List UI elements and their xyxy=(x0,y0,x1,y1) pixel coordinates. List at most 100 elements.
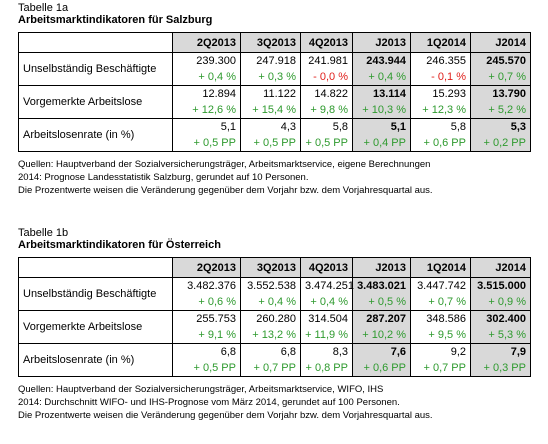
change-row: + 0,5 PP + 0,7 PP + 0,8 PP + 0,6 PP + 0,7 PP… xyxy=(19,360,531,377)
change-cell: + 0,4 % xyxy=(352,69,411,86)
value-cell: 4,3 xyxy=(240,118,301,135)
note-line: Quellen: Hauptverband der Sozialversiche… xyxy=(18,159,431,170)
column-header: J2013 xyxy=(352,257,411,278)
value-cell: 5,1 xyxy=(172,118,241,135)
note-line: 2014: Durchschnitt WIFO- und IHS-Prognos… xyxy=(18,397,400,408)
change-cell: + 0,7 PP xyxy=(240,360,301,377)
value-cell: 3.483.021 xyxy=(352,277,411,294)
column-header: 4Q2013 xyxy=(300,257,353,278)
column-header: 4Q2013 xyxy=(300,32,353,53)
change-cell: + 0,5 PP xyxy=(172,360,241,377)
change-cell: + 12,3 % xyxy=(410,102,471,119)
value-cell: 12.894 xyxy=(172,85,241,102)
value-cell: 3.447.742 xyxy=(410,277,471,294)
table-title: Arbeitsmarktindikatoren für Salzburg xyxy=(18,14,213,26)
column-header: 1Q2014 xyxy=(410,32,471,53)
change-cell: + 0,5 PP xyxy=(172,135,241,152)
value-cell: 302.400 xyxy=(470,310,531,327)
value-cell: 243.944 xyxy=(352,52,411,69)
notes: Quellen: Hauptverband der Sozialversiche… xyxy=(18,383,530,422)
change-cell: + 5,3 % xyxy=(470,327,531,344)
change-row: + 12,6 % + 15,4 % + 9,8 % + 10,3 % + 12,3 % +… xyxy=(19,102,531,119)
data-table: 2Q2013 3Q2013 4Q2013 J2013 1Q2014 J2014 Unselb… xyxy=(18,257,531,377)
change-cell: + 15,4 % xyxy=(240,102,301,119)
change-cell: + 0,5 PP xyxy=(240,135,301,152)
value-cell: 5,8 xyxy=(300,118,353,135)
notes: Quellen: Hauptverband der Sozialversiche… xyxy=(18,158,530,197)
value-cell: 8,3 xyxy=(300,343,353,360)
change-cell: + 0,6 PP xyxy=(352,360,411,377)
change-cell: + 0,4 % xyxy=(240,294,301,311)
value-cell: 260.280 xyxy=(240,310,301,327)
column-header: 2Q2013 xyxy=(172,257,241,278)
value-cell: 7,9 xyxy=(470,343,531,360)
value-cell: 246.355 xyxy=(410,52,471,69)
value-cell: 14.822 xyxy=(300,85,353,102)
change-cell: + 0,3 PP xyxy=(470,360,531,377)
value-cell: 3.474.251 xyxy=(300,277,354,294)
table-block: Tabelle 1a Arbeitsmarktindikatoren für Sa… xyxy=(18,2,531,197)
change-cell: + 9,8 % xyxy=(300,102,353,119)
note-line: Die Prozentwerte weisen die Veränderung … xyxy=(18,185,433,196)
value-cell: 15.293 xyxy=(410,85,471,102)
data-table: 2Q2013 3Q2013 4Q2013 J2013 1Q2014 J2014 Unselb… xyxy=(18,32,531,152)
row-label: Vorgemerkte Arbeitslose xyxy=(18,310,173,344)
row-label: Arbeitslosenrate (in %) xyxy=(18,343,173,377)
value-cell: 348.586 xyxy=(410,310,471,327)
table-block: Tabelle 1b Arbeitsmarktindikatoren für Ös… xyxy=(18,227,531,422)
column-header: 3Q2013 xyxy=(240,257,301,278)
value-cell: 5,3 xyxy=(470,118,531,135)
change-cell: + 10,2 % xyxy=(352,327,411,344)
change-cell: + 0,7 % xyxy=(470,69,531,86)
table-label: Tabelle 1b xyxy=(18,227,69,239)
change-cell: + 0,8 PP xyxy=(300,360,353,377)
change-cell: - 0,1 % xyxy=(410,69,471,86)
change-cell: + 11,9 % xyxy=(300,327,353,344)
table-title: Arbeitsmarktindikatoren für Österreich xyxy=(18,239,221,251)
value-cell: 245.570 xyxy=(470,52,531,69)
value-cell: 6,8 xyxy=(172,343,241,360)
value-cell: 13.114 xyxy=(352,85,411,102)
header-row: 2Q2013 3Q2013 4Q2013 J2013 1Q2014 J2014 xyxy=(18,257,531,278)
header-row: 2Q2013 3Q2013 4Q2013 J2013 1Q2014 J2014 xyxy=(18,32,531,53)
change-cell: + 0,4 % xyxy=(172,69,241,86)
value-cell: 9,2 xyxy=(410,343,471,360)
value-cell: 3.482.376 xyxy=(172,277,241,294)
note-line: Die Prozentwerte weisen die Veränderung … xyxy=(18,410,433,421)
change-cell: + 0,7 % xyxy=(410,294,471,311)
value-cell: 7,6 xyxy=(352,343,411,360)
change-row: + 0,4 % + 0,3 % - 0,0 % + 0,4 % - 0,1 % + 0,7… xyxy=(19,69,531,86)
column-header: J2013 xyxy=(352,32,411,53)
change-cell: + 0,4 % xyxy=(300,294,353,311)
value-cell: 3.552.538 xyxy=(240,277,301,294)
column-header: 2Q2013 xyxy=(172,32,241,53)
row-label: Unselbständig Beschäftigte xyxy=(18,277,173,311)
column-header: J2014 xyxy=(470,32,531,53)
value-cell: 255.753 xyxy=(172,310,241,327)
value-row: Arbeitslosenrate (in %) 5,1 4,3 5,8 5,1 5,8 5,… xyxy=(18,118,531,152)
value-cell: 13.790 xyxy=(470,85,531,102)
column-header: J2014 xyxy=(470,257,531,278)
value-cell: 287.207 xyxy=(352,310,411,327)
change-cell: + 0,3 % xyxy=(240,69,301,86)
change-cell: + 0,4 PP xyxy=(352,135,411,152)
row-label: Unselbständig Beschäftigte xyxy=(18,52,173,86)
change-cell: + 10,3 % xyxy=(352,102,411,119)
note-line: Quellen: Hauptverband der Sozialversiche… xyxy=(18,384,384,395)
header-cell xyxy=(18,257,173,278)
change-cell: + 5,2 % xyxy=(470,102,531,119)
row-label: Vorgemerkte Arbeitslose xyxy=(18,85,173,119)
change-cell: + 0,2 PP xyxy=(470,135,531,152)
value-cell: 5,1 xyxy=(352,118,411,135)
change-cell: + 9,5 % xyxy=(410,327,471,344)
value-cell: 314.504 xyxy=(300,310,353,327)
note-line: 2014: Prognose Landesstatistik Salzburg,… xyxy=(18,172,309,183)
value-row: Unselbständig Beschäftigte 239.300 247.918… xyxy=(18,52,531,86)
change-cell: + 0,7 PP xyxy=(410,360,471,377)
value-cell: 3.515.000 xyxy=(470,277,531,294)
value-cell: 11.122 xyxy=(240,85,301,102)
value-row: Arbeitslosenrate (in %) 6,8 6,8 8,3 7,6 9,2 7,… xyxy=(18,343,531,377)
value-cell: 5,8 xyxy=(410,118,471,135)
header-cell xyxy=(18,32,173,53)
value-row: Unselbständig Beschäftigte 3.482.376 3.552… xyxy=(18,277,531,311)
